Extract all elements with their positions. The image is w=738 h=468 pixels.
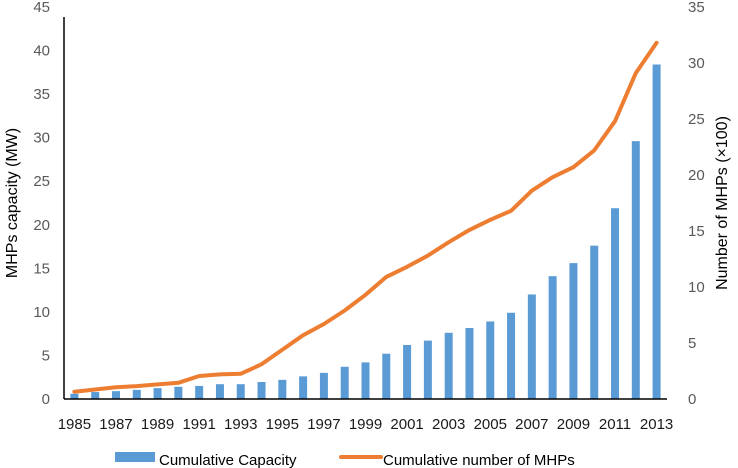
- right-tick-15: 15: [688, 223, 705, 240]
- bar-1996: [299, 376, 308, 399]
- bar-1990: [174, 386, 183, 399]
- right-tick-5: 5: [688, 335, 696, 352]
- left-axis-title: MHPs capacity (MW): [4, 128, 21, 278]
- x-tick-1995: 1995: [266, 416, 299, 433]
- x-tick-2003: 2003: [432, 416, 465, 433]
- bar-2004: [465, 328, 474, 399]
- legend-swatch-capacity: [115, 452, 155, 462]
- legend-label-capacity: Cumulative Capacity: [159, 452, 297, 468]
- bar-1995: [278, 379, 287, 399]
- left-axis-ticks: 0 5 10 15 20 25 30 35 40 45: [33, 0, 50, 408]
- x-tick-1987: 1987: [99, 416, 132, 433]
- left-tick-10: 10: [33, 304, 50, 321]
- right-tick-25: 25: [688, 111, 705, 128]
- x-tick-1991: 1991: [182, 416, 215, 433]
- right-tick-10: 10: [688, 279, 705, 296]
- right-axis-title: Number of MHPs (×100): [714, 116, 731, 290]
- bar-1988: [132, 389, 141, 399]
- legend: Cumulative Capacity Cumulative number of…: [115, 452, 575, 468]
- bar-series-capacity: [70, 64, 661, 399]
- bar-2005: [486, 321, 495, 399]
- right-axis-ticks: 0 5 10 15 20 25 30 35: [688, 0, 705, 408]
- bar-2002: [423, 340, 432, 399]
- left-tick-45: 45: [33, 0, 50, 16]
- x-tick-2013: 2013: [640, 416, 673, 433]
- bar-1993: [236, 384, 245, 399]
- left-tick-25: 25: [33, 173, 50, 190]
- axes: [63, 17, 667, 400]
- left-tick-40: 40: [33, 43, 50, 60]
- bar-2007: [527, 294, 536, 399]
- x-tick-2001: 2001: [390, 416, 423, 433]
- bar-2000: [382, 353, 391, 399]
- legend-label-mhps: Cumulative number of MHPs: [383, 452, 575, 468]
- x-tick-1997: 1997: [307, 416, 340, 433]
- x-tick-2007: 2007: [515, 416, 548, 433]
- right-tick-20: 20: [688, 167, 705, 184]
- bar-2012: [631, 141, 640, 399]
- x-tick-1985: 1985: [58, 416, 91, 433]
- bar-1987: [111, 391, 120, 399]
- bar-2011: [611, 208, 620, 399]
- bar-2006: [507, 312, 516, 399]
- bar-1986: [91, 392, 100, 399]
- bar-2008: [548, 276, 557, 399]
- bar-1991: [195, 385, 204, 399]
- bar-1999: [361, 362, 370, 399]
- bar-2001: [403, 344, 412, 399]
- left-tick-30: 30: [33, 130, 50, 147]
- bar-2010: [590, 245, 599, 399]
- line-series-mhps: [72, 40, 659, 394]
- left-tick-20: 20: [33, 217, 50, 234]
- line-mhps: [72, 40, 659, 394]
- x-tick-2005: 2005: [474, 416, 507, 433]
- left-tick-35: 35: [33, 86, 50, 103]
- x-tick-2011: 2011: [599, 416, 631, 433]
- right-tick-0: 0: [688, 391, 696, 408]
- bar-2003: [444, 332, 453, 399]
- left-tick-0: 0: [42, 391, 50, 408]
- bar-2009: [569, 263, 578, 399]
- x-tick-1989: 1989: [141, 416, 174, 433]
- bar-1998: [340, 366, 349, 399]
- bar-2013: [652, 64, 661, 399]
- right-tick-35: 35: [688, 0, 705, 16]
- x-tick-1993: 1993: [224, 416, 257, 433]
- left-tick-15: 15: [33, 260, 50, 277]
- x-tick-2009: 2009: [557, 416, 590, 433]
- bar-1992: [215, 384, 224, 399]
- bar-1989: [153, 388, 162, 399]
- right-tick-30: 30: [688, 55, 705, 72]
- left-tick-5: 5: [42, 347, 50, 364]
- bar-1994: [257, 382, 266, 399]
- bar-1997: [319, 372, 328, 399]
- x-tick-1999: 1999: [349, 416, 382, 433]
- bar-1985: [70, 393, 79, 399]
- x-axis-ticks: 1985 1987 1989 1991 1993 1995 1997 1999 2001 2003…: [58, 416, 674, 433]
